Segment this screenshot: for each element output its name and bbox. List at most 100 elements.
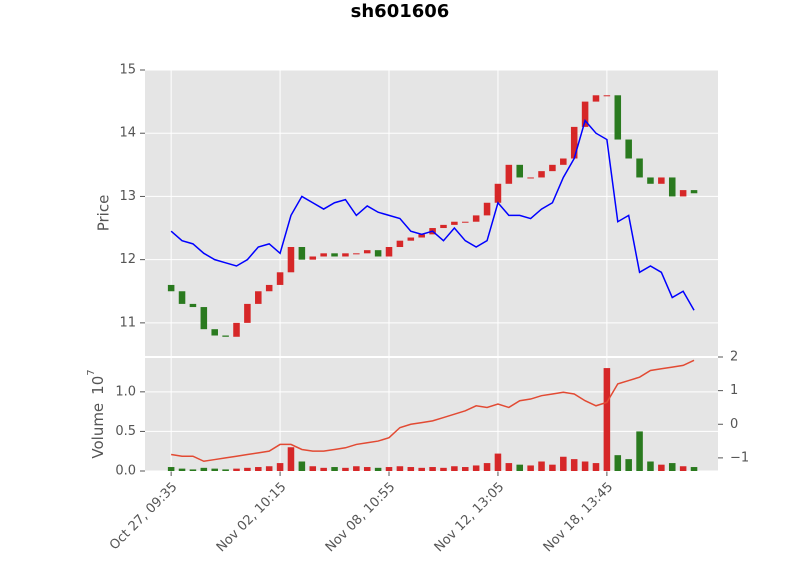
candle [560,158,567,165]
volume-bar [570,459,578,471]
volume-bar [287,447,295,471]
volume-bar [265,466,273,471]
candle [309,256,317,260]
candle [287,247,295,273]
volume-bar [429,467,436,471]
volume-bar [440,467,447,471]
candle [200,307,208,330]
volume-bar [211,468,218,471]
volume-bar [276,463,284,471]
volume-label: Volume [89,403,107,459]
volume-bar [189,469,197,471]
candle [538,171,545,178]
candle [625,139,632,159]
volume-bar [549,464,556,471]
candle [276,272,284,285]
candle [396,240,404,248]
candle [320,253,327,257]
x-tick-label: Nov 02, 10:15 [214,480,290,556]
x-tick-label: Nov 12, 13:05 [432,480,508,556]
volume-bar [603,368,611,471]
volume-bar [690,467,698,471]
candle [494,183,502,203]
y-tick-label: 11 [119,315,136,330]
volume-bar [560,456,567,471]
volume-bar [418,467,425,471]
volume-bar [178,468,186,471]
volume-bar [396,466,404,471]
volume-bar [244,467,251,471]
volume-bar [658,464,665,471]
candle [265,284,273,292]
volume-bar [668,463,676,471]
x-tick-label: Oct 27, 09:35 [107,480,180,553]
y-tick-label: 1.0 [115,384,136,399]
y2-tick-label: −1 [730,450,749,465]
candle [549,164,556,172]
volume-bar [462,467,469,471]
candle [603,95,611,97]
candle [222,335,229,337]
volume-bar [581,461,589,471]
volume-panel [145,357,718,471]
candle [451,221,458,225]
candle [407,237,415,241]
volume-bar [200,467,208,471]
y-tick-label: 0.0 [115,464,136,479]
volume-bar [647,461,654,471]
volume-bar [342,467,349,471]
candle [385,247,393,257]
volume-bar [385,467,393,471]
candle [178,291,186,304]
y2-tick-label: 1 [730,383,738,398]
volume-bar [353,466,360,471]
candle [462,221,469,223]
candle [331,253,338,257]
volume-bar [233,468,240,471]
y2-tick-label: 2 [730,350,738,365]
volume-bar [494,453,502,471]
candle [233,322,240,337]
candle [440,224,447,229]
volume-bar [625,459,632,471]
candle [668,177,676,197]
candle [679,190,687,197]
y-axis-label: Price [95,195,113,232]
volume-bar [222,469,229,471]
candle [418,234,425,238]
candle [647,177,654,184]
chart-title: sh601606 [351,1,450,22]
candle [690,190,698,194]
candle [189,303,197,308]
offset-exponent: 7 [86,369,97,375]
volume-bar [167,467,175,471]
candle [505,164,513,184]
candle [472,215,480,222]
candle [167,284,175,292]
volume-bar [505,463,513,471]
price-panel [145,70,718,357]
candle [211,329,218,336]
volume-bar [472,465,480,471]
y-tick-label: 0.5 [115,424,136,439]
volume-axis-label: Volume 107 [86,369,107,458]
volume-bar [538,461,545,471]
volume-bar [374,467,382,471]
candle [353,253,360,255]
line-series [171,359,695,463]
candle [255,291,262,304]
volume-bar [614,455,622,471]
volume-bar [407,467,415,471]
candle [592,95,600,102]
candle [363,250,371,254]
volume-bar [451,466,458,471]
volume-bar [298,461,306,471]
offset-base: 10 [89,376,107,395]
candle [527,177,534,179]
y2-tick-label: 0 [730,417,738,432]
candle [483,202,491,216]
x-tick-label: Nov 08, 10:55 [323,480,399,556]
volume-bar [320,467,327,471]
volume-bar [592,463,600,471]
